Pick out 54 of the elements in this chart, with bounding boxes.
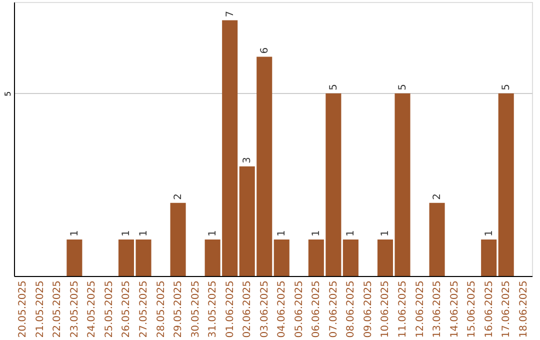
x-tick-label: 02.06.2025 — [242, 280, 254, 338]
x-tick-label: 08.06.2025 — [346, 280, 357, 338]
data-label: 1 — [138, 230, 150, 236]
data-label: 1 — [276, 230, 288, 236]
data-label: 2 — [173, 194, 184, 200]
x-tick-label: 09.06.2025 — [362, 280, 374, 338]
data-label: 1 — [484, 230, 495, 236]
data-label: 3 — [242, 157, 254, 164]
data-label: 5 — [501, 84, 512, 90]
data-label: 5 — [398, 84, 408, 90]
x-tick-label: 12.06.2025 — [414, 280, 426, 338]
x-tick-label: 31.05.2025 — [208, 280, 219, 338]
x-tick-label: 17.06.2025 — [501, 280, 512, 338]
x-tick-label: 22.05.2025 — [52, 280, 64, 338]
bar — [170, 202, 186, 276]
bar — [498, 93, 514, 276]
x-tick-label: 10.06.2025 — [380, 280, 392, 338]
x-tick-label: 04.06.2025 — [276, 280, 288, 338]
x-tick-label: 23.05.2025 — [69, 280, 80, 338]
data-label: 7 — [224, 10, 236, 18]
bar — [342, 239, 358, 276]
x-tick-label: 07.06.2025 — [328, 280, 340, 338]
x-tick-label: 25.05.2025 — [104, 280, 115, 338]
data-label: 1 — [311, 230, 322, 236]
data-label: 1 — [208, 230, 219, 236]
x-tick-label: 24.05.2025 — [86, 280, 98, 338]
data-label: 5 — [328, 84, 340, 90]
bar — [66, 239, 82, 276]
x-tick-label: 06.06.2025 — [311, 280, 322, 338]
data-label: 1 — [346, 230, 357, 236]
data-label: 1 — [380, 230, 392, 236]
x-tick-label: 21.05.2025 — [34, 280, 46, 338]
bar — [274, 239, 290, 276]
data-label: 2 — [432, 194, 444, 200]
x-tick-label: 30.05.2025 — [190, 280, 202, 338]
x-tick-label: 16.06.2025 — [484, 280, 495, 338]
x-tick-label: 28.05.2025 — [156, 280, 167, 338]
x-tick-label: 14.06.2025 — [449, 280, 460, 338]
x-tick-label: 05.06.2025 — [294, 280, 305, 338]
x-tick-label: 20.05.2025 — [18, 280, 29, 338]
x-tick-label: 15.06.2025 — [466, 280, 478, 338]
bar — [481, 239, 497, 276]
x-tick-label: 03.06.2025 — [259, 280, 270, 338]
x-tick-label: 18.06.2025 — [518, 280, 530, 338]
data-label: 1 — [69, 230, 80, 236]
x-tick-label: 13.06.2025 — [432, 280, 444, 338]
x-tick-label: 27.05.2025 — [138, 280, 150, 338]
x-tick-label: 01.06.2025 — [224, 280, 236, 338]
data-label: 1 — [121, 230, 132, 236]
bar — [429, 202, 445, 276]
x-tick-label: 29.05.2025 — [173, 280, 184, 338]
x-tick-label: 11.06.2025 — [398, 280, 408, 338]
x-tick-label: 26.05.2025 — [121, 280, 132, 338]
data-label: 6 — [259, 47, 270, 54]
